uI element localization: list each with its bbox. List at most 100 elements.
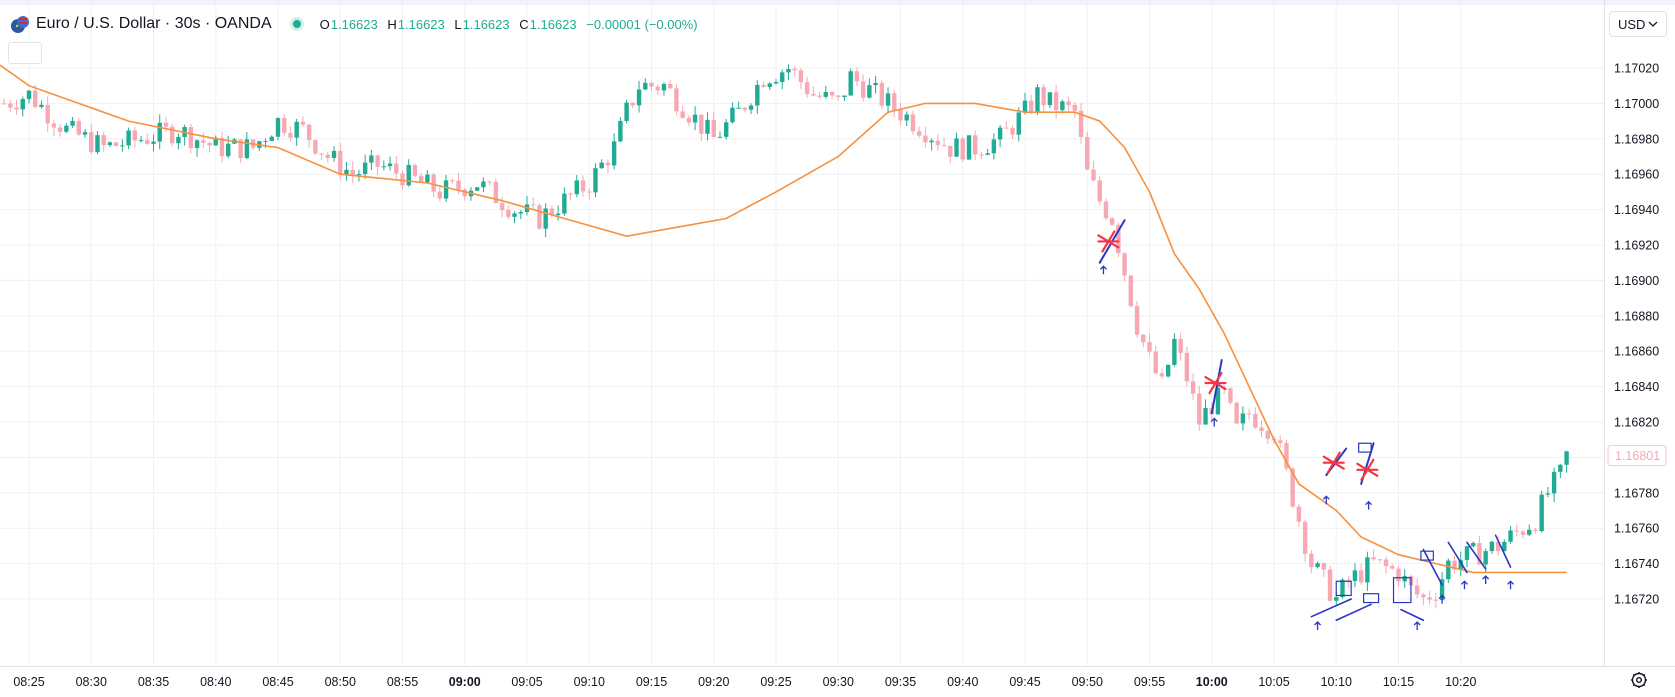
candle-body [1022, 100, 1028, 113]
candle-body [39, 104, 44, 108]
candle-body [244, 139, 250, 159]
candle-body [487, 181, 492, 183]
time-axis[interactable]: 08:25 08:30 08:35 08:40 08:45 08:50 08:55 09:00… [13, 675, 1476, 689]
candle-body [132, 130, 138, 141]
candle-body [89, 132, 94, 153]
current-price-text: 1.16801 [1615, 449, 1660, 463]
candle-body [1097, 180, 1102, 202]
candle-body [1, 103, 7, 105]
candle-body [867, 85, 872, 98]
candle-body [1259, 427, 1264, 432]
candle-body [331, 150, 337, 158]
candle-body [823, 92, 828, 97]
gear-icon[interactable] [1629, 670, 1649, 690]
candle-body [1078, 110, 1084, 138]
candle-body [263, 141, 268, 143]
candle-body [979, 154, 984, 156]
candle-body [443, 180, 449, 199]
candle-body [537, 205, 542, 229]
blue-up-arrow-mark [1210, 417, 1218, 427]
blue-up-arrow-mark [1507, 580, 1515, 590]
time-tick-label: 08:50 [325, 675, 356, 689]
candle-body [1315, 563, 1320, 568]
candle-body [773, 82, 779, 84]
candle-body [70, 120, 75, 126]
live-status-dot-icon [289, 17, 304, 31]
candle-body [836, 95, 841, 98]
time-tick-label: 08:30 [76, 675, 107, 689]
blue-box-mark [1335, 580, 1352, 597]
candle-body [64, 125, 69, 132]
candle-body [269, 136, 274, 142]
candle-body [985, 153, 990, 155]
candle-body [1508, 530, 1513, 542]
blue-pen-line [1422, 548, 1443, 586]
candle-body [748, 105, 754, 110]
blue-box-mark [1363, 593, 1380, 604]
candle-body [593, 168, 598, 193]
blue-pen-line [1310, 598, 1352, 618]
candle-body [350, 169, 355, 176]
candle-body [1564, 451, 1569, 465]
blue-pen-stroke [1210, 359, 1223, 415]
time-tick-label: 08:55 [387, 675, 418, 689]
candle-body [605, 162, 611, 166]
candle-body [1321, 563, 1326, 570]
candle-body [649, 82, 654, 87]
candle-body [948, 145, 953, 157]
candle-body [705, 119, 710, 134]
candle-body [1296, 506, 1302, 522]
candle-body [400, 173, 405, 186]
candle-body [1116, 224, 1121, 254]
candle-body [1365, 557, 1370, 583]
high-value: 1.16623 [397, 16, 445, 32]
candle-body [1197, 393, 1202, 425]
candle-body [1414, 585, 1420, 595]
candle-body [1495, 541, 1501, 552]
candle-body [1035, 87, 1040, 112]
candle-body [1514, 530, 1519, 532]
price-tick-label: 1.17000 [1614, 97, 1659, 111]
moving-average-line [0, 64, 1567, 574]
candle-body [941, 145, 947, 147]
candle-body [618, 120, 623, 142]
red-cross-mark [1322, 451, 1345, 474]
candle-body [842, 95, 847, 98]
candle-body [1228, 388, 1233, 403]
candle-body [892, 93, 897, 110]
candle-body [201, 140, 206, 143]
candle-body [755, 84, 760, 106]
candle-body [1433, 599, 1439, 601]
candle-body [686, 117, 692, 123]
blue-up-arrow-mark [1438, 594, 1446, 604]
candle-body [898, 109, 903, 121]
symbol-title[interactable]: Euro / U.S. Dollar · 30s · OANDA [36, 15, 272, 32]
candle-body [792, 68, 797, 71]
candle-body [437, 191, 443, 199]
candle-body [493, 181, 499, 204]
candle-body [219, 137, 225, 157]
ohlc-readout: O1.16623 H1.16623 L1.16623 C1.16623 −0.0… [320, 17, 698, 32]
price-tick-label: 1.16940 [1614, 203, 1659, 217]
candle-body [163, 122, 169, 127]
time-tick-label: 09:50 [1072, 675, 1103, 689]
price-axis[interactable]: 1.17020 1.17000 1.16980 1.16960 1.16940 1.169… [1614, 62, 1659, 607]
candle-body [1458, 559, 1463, 570]
candle-body [1203, 408, 1208, 425]
candle-body [1427, 597, 1432, 600]
price-tick-label: 1.16860 [1614, 345, 1659, 359]
blue-up-arrow-mark [1314, 621, 1322, 631]
candle-body [1390, 566, 1395, 569]
candle-body [1004, 127, 1009, 129]
candle-body [655, 86, 660, 91]
price-tick-label: 1.16760 [1614, 522, 1659, 536]
candle-body [804, 82, 810, 94]
candle-body [910, 114, 916, 132]
candle-body [356, 174, 362, 176]
candle-body [624, 102, 629, 121]
candle-body [387, 163, 393, 167]
blue-pen-line [1466, 541, 1487, 570]
currency-selector[interactable]: USD [1609, 11, 1667, 37]
indicator-toggle-button[interactable] [8, 42, 42, 64]
